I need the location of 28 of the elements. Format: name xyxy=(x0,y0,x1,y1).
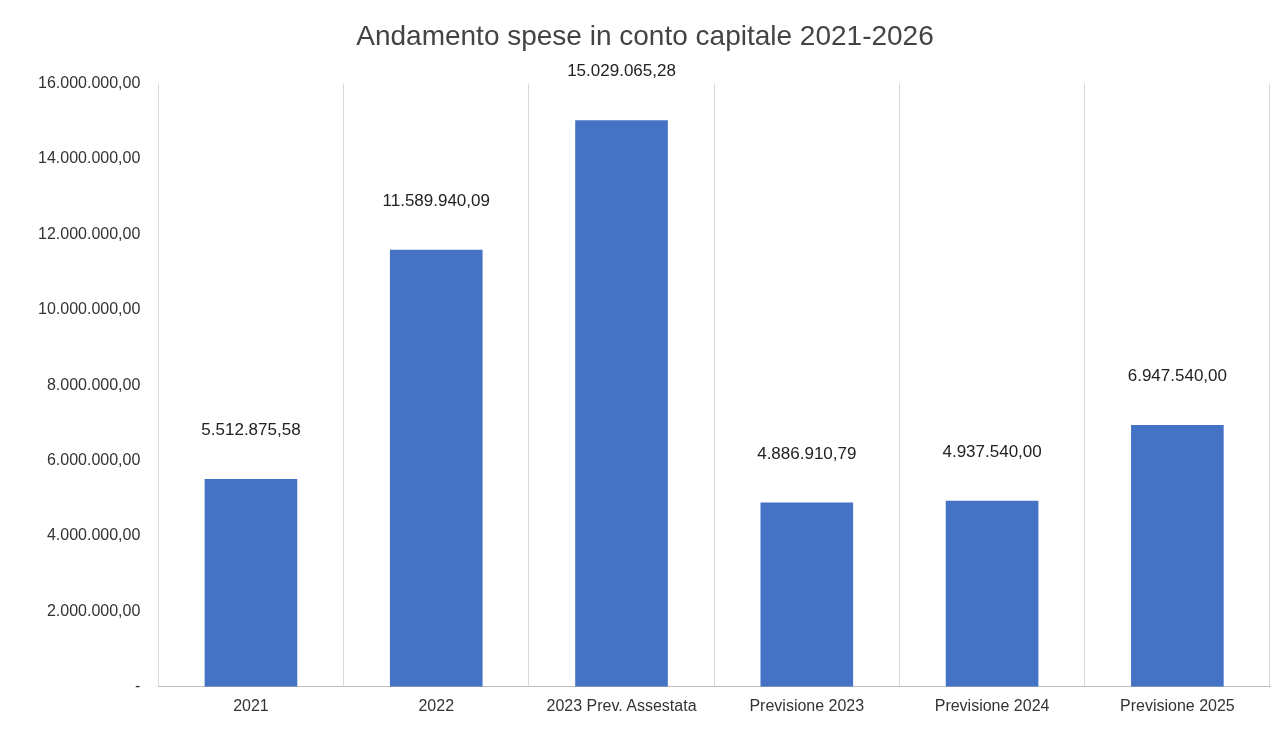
y-tick-label: 10.000.000,00 xyxy=(37,300,141,318)
x-tick-label: 2022 xyxy=(418,696,455,714)
bar xyxy=(760,502,854,687)
bar xyxy=(1131,424,1224,687)
bar xyxy=(575,120,668,687)
data-label: 6.947.540,00 xyxy=(1127,366,1227,386)
bar xyxy=(389,249,483,687)
x-tick-label: Previsione 2024 xyxy=(934,696,1050,714)
x-tick-label: Previsione 2025 xyxy=(1119,696,1235,714)
chart-title: Andamento spese in conto capitale 2021-2026 xyxy=(356,19,934,51)
x-tick-label: 2023 Prev. Assestata xyxy=(546,696,697,714)
y-tick-label: 14.000.000,00 xyxy=(37,149,141,167)
data-label: 15.029.065,28 xyxy=(567,61,676,81)
x-tick-label: 2021 xyxy=(233,696,269,714)
y-tick-label: 8.000.000,00 xyxy=(46,375,141,393)
data-label: 5.512.875,58 xyxy=(201,420,301,440)
y-tick-label: - xyxy=(134,677,141,695)
data-label: 4.937.540,00 xyxy=(942,441,1042,461)
bar xyxy=(945,500,1039,687)
y-tick-label: 6.000.000,00 xyxy=(46,451,141,469)
y-tick-label: 16.000.000,00 xyxy=(37,74,141,92)
y-tick-label: 4.000.000,00 xyxy=(46,526,141,544)
y-tick-label: 12.000.000,00 xyxy=(37,224,141,242)
bar xyxy=(204,478,298,687)
data-label: 11.589.940,09 xyxy=(382,191,490,211)
y-tick-label: 2.000.000,00 xyxy=(46,601,141,619)
data-label: 4.886.910,79 xyxy=(757,443,857,463)
x-tick-label: Previsione 2023 xyxy=(749,696,865,714)
